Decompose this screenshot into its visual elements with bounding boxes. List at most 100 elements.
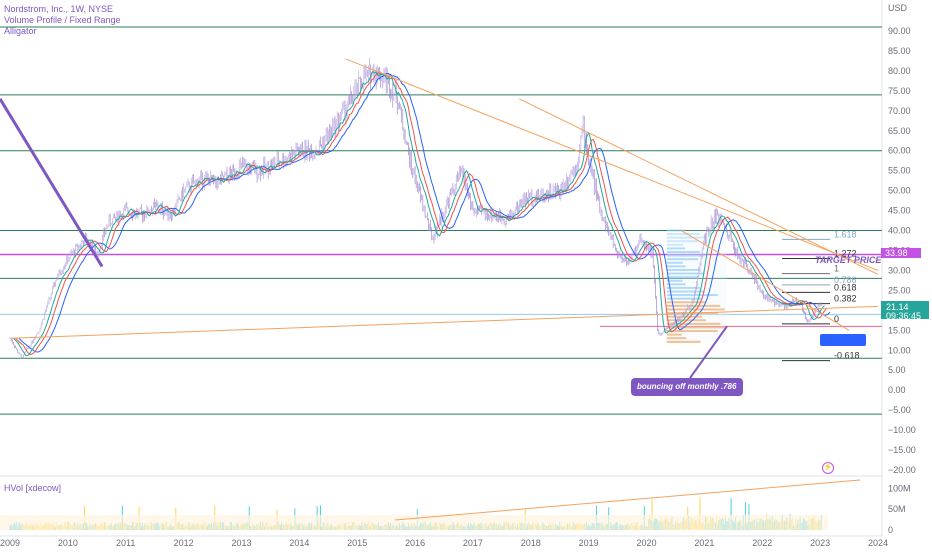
current-price: 21.14 <box>886 302 909 312</box>
volume-profile-bar <box>666 322 721 325</box>
y-tick-label: −10.00 <box>888 425 916 435</box>
lightning-icon[interactable]: ⚡ <box>822 462 834 474</box>
y-tick-label: 15.00 <box>888 325 911 335</box>
y-tick-label: 10.00 <box>888 345 911 355</box>
volume-profile-bar <box>666 229 685 232</box>
volume-profile-bar <box>666 337 687 340</box>
x-tick-label: 2019 <box>579 538 599 548</box>
fib-label: 0.382 <box>834 294 857 304</box>
alligator-lips <box>12 70 825 357</box>
alligator-teeth <box>15 72 828 355</box>
y-tick-label: 75.00 <box>888 86 911 96</box>
chart-title: Nordstrom, Inc., 1W, NYSE <box>4 4 114 14</box>
volume-profile-bar <box>666 272 705 275</box>
y-tick-label: 25.00 <box>888 285 911 295</box>
trend-line <box>519 98 879 275</box>
y-tick-label: 50.00 <box>888 186 911 196</box>
fib-label: 1.272 <box>834 248 857 258</box>
x-tick-label: 2020 <box>637 538 657 548</box>
x-tick-label: 2011 <box>116 538 135 548</box>
volume-profile-bar <box>666 330 718 333</box>
volume-tick-label: 50M <box>888 504 906 514</box>
y-tick-label: 0.00 <box>888 385 906 395</box>
y-tick-label: 80.00 <box>888 66 911 76</box>
volume-profile-bar <box>666 261 683 264</box>
fib-label: 0 <box>834 314 839 324</box>
bouncing-callout-text: bouncing off monthly .786 <box>637 382 737 391</box>
volume-profile-bar <box>666 243 683 246</box>
y-tick-label: −15.00 <box>888 445 916 455</box>
volume-profile-bar <box>666 254 705 257</box>
fib-label: -0.618 <box>834 351 860 361</box>
y-tick-label: 85.00 <box>888 46 911 56</box>
x-tick-label: 2009 <box>0 538 20 548</box>
x-tick-label: 2023 <box>810 538 830 548</box>
volume-profile-bar <box>666 258 699 261</box>
volume-profile-bar <box>666 333 682 336</box>
volume-profile-bar <box>666 265 686 268</box>
volume-profile-bar <box>666 315 703 318</box>
fib-label: 0.786 <box>834 275 857 285</box>
volume-pane <box>0 497 828 530</box>
alligator-legend[interactable]: Alligator <box>4 26 37 36</box>
volume-profile-bar <box>666 326 725 329</box>
volume-bar <box>651 498 653 530</box>
y-tick-label: 40.00 <box>888 226 911 236</box>
x-tick-label: 2024 <box>868 538 888 548</box>
bouncing-callout: bouncing off monthly .786 <box>631 378 743 396</box>
volume-profile-bar <box>666 250 700 253</box>
volume-trend-line <box>394 479 861 521</box>
volume-profile-bar <box>666 297 703 300</box>
volume-band <box>0 515 828 530</box>
volume-profile-bar <box>666 340 701 343</box>
volume-profile-bar <box>666 290 705 293</box>
volume-tick-label: 0 <box>888 525 893 535</box>
y-tick-label: 65.00 <box>888 126 911 136</box>
volume-bar <box>730 498 732 530</box>
x-tick-label: 2010 <box>58 538 78 548</box>
candles <box>9 57 831 359</box>
y-tick-label: 45.00 <box>888 206 911 216</box>
volume-profile-bar <box>666 286 701 289</box>
x-tick-label: 2013 <box>231 538 251 548</box>
y-tick-label: 5.00 <box>888 365 906 375</box>
x-tick-label: 2016 <box>405 538 425 548</box>
y-tick-label: −20.00 <box>888 465 916 475</box>
target-price-badge: 33.98 <box>881 248 921 258</box>
y-tick-label: 90.00 <box>888 26 911 36</box>
hvol-legend[interactable]: HVol [xdecow] <box>4 483 62 493</box>
x-tick-label: 2018 <box>521 538 541 548</box>
currency-label: USD <box>888 3 908 13</box>
blue-marker <box>820 334 866 346</box>
volume-profile-bar <box>666 294 718 297</box>
volume-profile-bar <box>666 236 705 239</box>
volume-profile-bar <box>666 276 699 279</box>
trend-line <box>9 305 879 339</box>
callout-pointer <box>689 325 728 379</box>
volume-profile-legend[interactable]: Volume Profile / Fixed Range <box>4 15 121 25</box>
horizontal-levels <box>0 0 883 537</box>
x-tick-label: 2022 <box>752 538 772 548</box>
x-axis: 2009 2010 2011 2012 2013 2014 2015 2016 2017 2018… <box>0 538 888 548</box>
volume-profile-bar <box>666 240 699 243</box>
target-price-label: TARGET PRICE <box>815 255 882 265</box>
volume-profile-bar <box>666 268 700 271</box>
countdown: 09:36:45 <box>886 311 922 321</box>
y-tick-label: 55.00 <box>888 166 911 176</box>
y-tick-label: −5.00 <box>888 405 911 415</box>
trend-lines <box>0 58 879 521</box>
volume-bar <box>699 497 701 530</box>
target-price-value: 33.98 <box>885 248 908 258</box>
volume-profile-bar <box>666 301 706 304</box>
volume-profile-bar <box>666 247 686 250</box>
x-tick-label: 2017 <box>463 538 483 548</box>
y-tick-label: 30.00 <box>888 265 911 275</box>
x-tick-label: 2014 <box>289 538 309 548</box>
volume-profile-bar <box>666 304 721 307</box>
fib-label: 1.618 <box>834 229 857 239</box>
y-axis: 90.00 85.00 80.00 75.00 70.00 65.00 60.00 55.00… <box>888 26 916 535</box>
volume-profile-bar <box>666 279 683 282</box>
